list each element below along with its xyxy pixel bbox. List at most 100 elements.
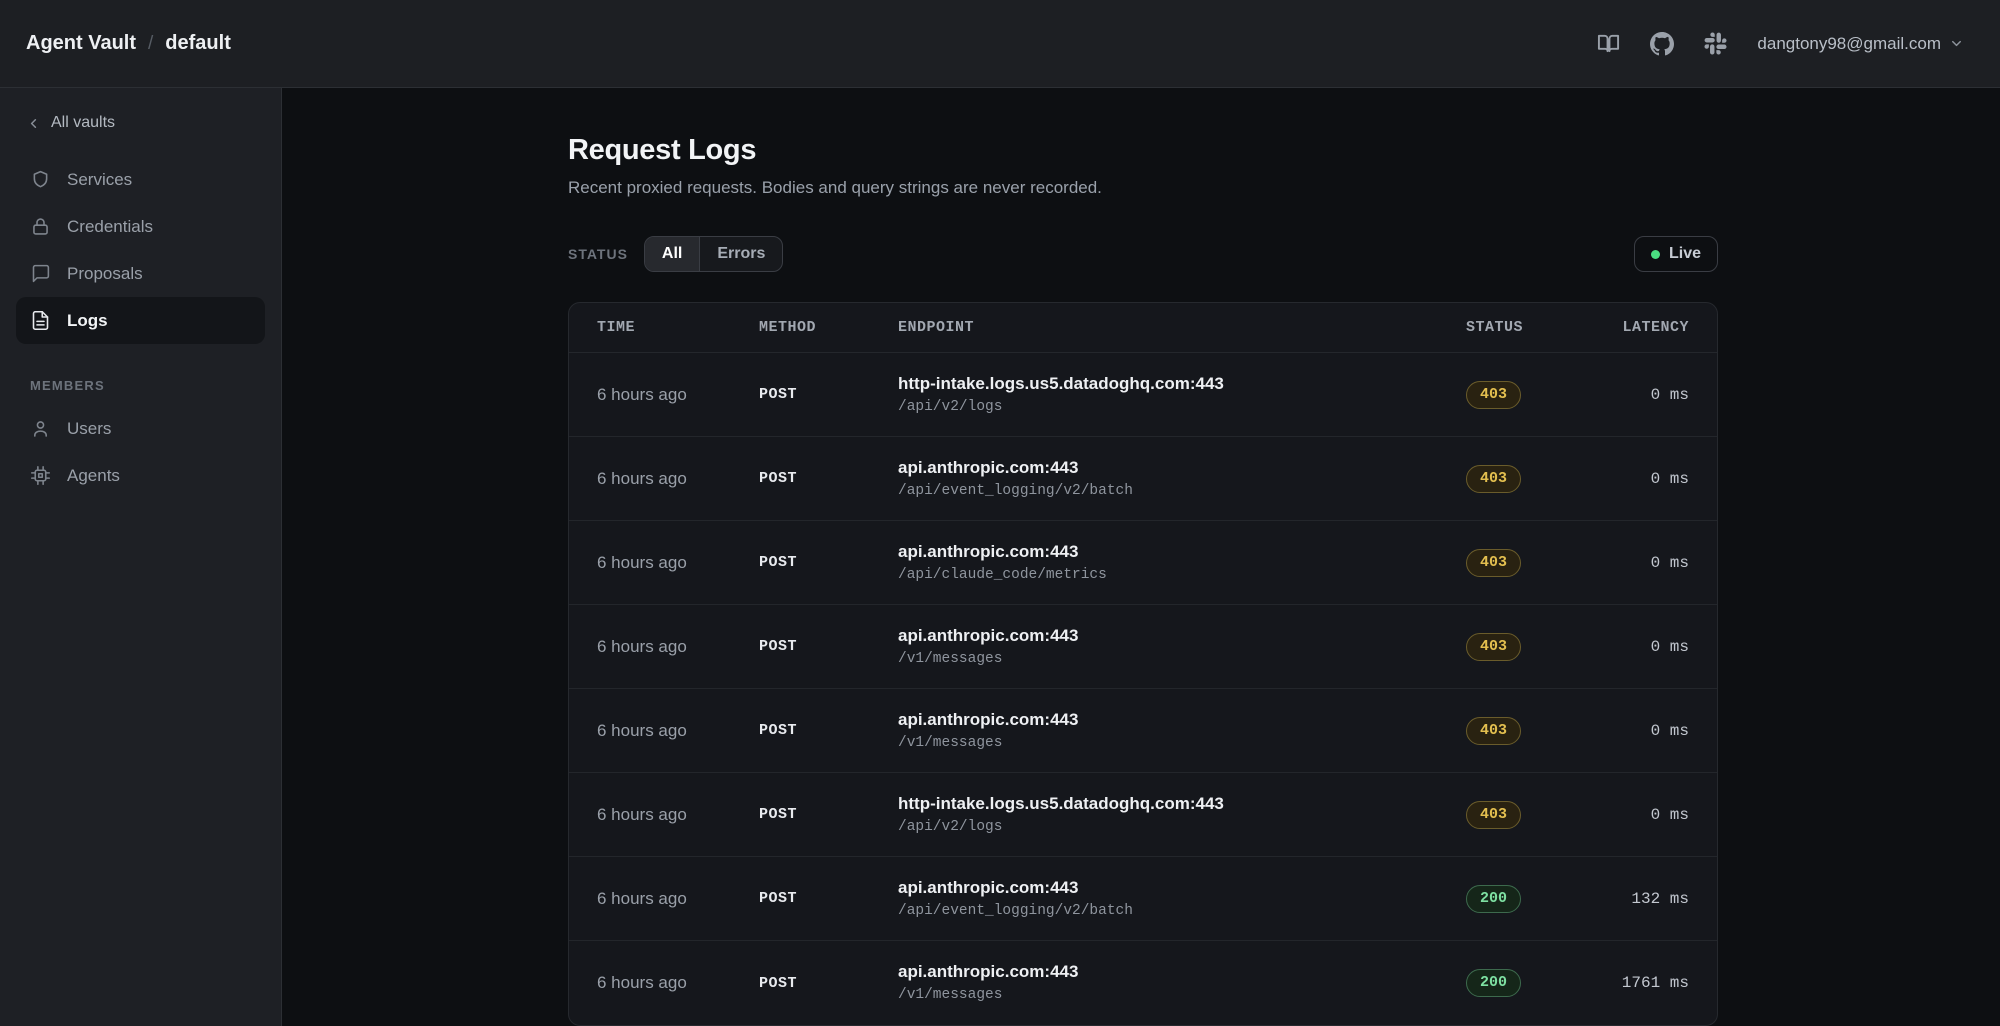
log-latency: 0 ms bbox=[1574, 470, 1689, 488]
table-row[interactable]: 6 hours ago POST api.anthropic.com:443/v… bbox=[569, 941, 1717, 1025]
live-button[interactable]: Live bbox=[1634, 236, 1718, 272]
log-latency: 132 ms bbox=[1574, 890, 1689, 908]
sidebar-item-label: Credentials bbox=[67, 217, 153, 237]
sidebar: All vaults Services Credentials Proposal… bbox=[0, 88, 282, 1026]
log-time: 6 hours ago bbox=[597, 637, 759, 657]
account-email: dangtony98@gmail.com bbox=[1757, 34, 1941, 54]
log-latency: 0 ms bbox=[1574, 722, 1689, 740]
page-subtitle: Recent proxied requests. Bodies and quer… bbox=[568, 176, 2000, 200]
log-endpoint-path: /api/v2/logs bbox=[898, 818, 1444, 837]
sidebar-item-logs[interactable]: Logs bbox=[16, 297, 265, 344]
docs-book-icon[interactable] bbox=[1597, 32, 1620, 55]
col-header-endpoint: ENDPOINT bbox=[898, 319, 1444, 336]
status-filter-label: STATUS bbox=[568, 246, 628, 262]
sidebar-item-services[interactable]: Services bbox=[16, 156, 265, 203]
log-endpoint-host: api.anthropic.com:443 bbox=[898, 709, 1444, 731]
log-endpoint-path: /v1/messages bbox=[898, 734, 1444, 753]
col-header-latency: LATENCY bbox=[1574, 319, 1689, 336]
table-header-row: TIME METHOD ENDPOINT STATUS LATENCY bbox=[569, 303, 1717, 353]
log-time: 6 hours ago bbox=[597, 889, 759, 909]
log-endpoint-host: api.anthropic.com:443 bbox=[898, 877, 1444, 899]
status-badge: 403 bbox=[1466, 801, 1521, 829]
table-row[interactable]: 6 hours ago POST api.anthropic.com:443/a… bbox=[569, 521, 1717, 605]
table-row[interactable]: 6 hours ago POST api.anthropic.com:443/v… bbox=[569, 605, 1717, 689]
sidebar-item-users[interactable]: Users bbox=[16, 405, 265, 452]
status-badge: 403 bbox=[1466, 717, 1521, 745]
log-latency: 0 ms bbox=[1574, 386, 1689, 404]
chip-icon bbox=[30, 465, 51, 486]
sidebar-item-proposals[interactable]: Proposals bbox=[16, 250, 265, 297]
log-time: 6 hours ago bbox=[597, 721, 759, 741]
back-to-all-vaults[interactable]: All vaults bbox=[16, 114, 265, 132]
log-time: 6 hours ago bbox=[597, 973, 759, 993]
topbar: Agent Vault / default dangtony98@gmail.c… bbox=[0, 0, 2000, 88]
sidebar-item-label: Users bbox=[67, 419, 111, 439]
col-header-method: METHOD bbox=[759, 319, 898, 336]
status-badge: 403 bbox=[1466, 381, 1521, 409]
table-row[interactable]: 6 hours ago POST http-intake.logs.us5.da… bbox=[569, 773, 1717, 857]
log-endpoint-path: /api/event_logging/v2/batch bbox=[898, 902, 1444, 921]
github-icon[interactable] bbox=[1650, 32, 1674, 56]
status-badge: 403 bbox=[1466, 465, 1521, 493]
breadcrumb-app-name[interactable]: Agent Vault bbox=[26, 32, 136, 55]
log-endpoint-host: api.anthropic.com:443 bbox=[898, 457, 1444, 479]
table-row[interactable]: 6 hours ago POST http-intake.logs.us5.da… bbox=[569, 353, 1717, 437]
filter-row: STATUS All Errors Live bbox=[568, 234, 1718, 274]
lock-icon bbox=[30, 216, 51, 237]
log-method: POST bbox=[759, 554, 898, 571]
sidebar-item-label: Agents bbox=[67, 466, 120, 486]
filter-option-all[interactable]: All bbox=[645, 237, 699, 271]
log-method: POST bbox=[759, 470, 898, 487]
breadcrumb-separator: / bbox=[148, 33, 153, 55]
log-endpoint-path: /api/v2/logs bbox=[898, 398, 1444, 417]
log-endpoint-path: /v1/messages bbox=[898, 650, 1444, 669]
table-row[interactable]: 6 hours ago POST api.anthropic.com:443/a… bbox=[569, 437, 1717, 521]
table-row[interactable]: 6 hours ago POST api.anthropic.com:443/v… bbox=[569, 689, 1717, 773]
table-row[interactable]: 6 hours ago POST api.anthropic.com:443/a… bbox=[569, 857, 1717, 941]
log-method: POST bbox=[759, 806, 898, 823]
account-menu[interactable]: dangtony98@gmail.com bbox=[1757, 34, 1964, 54]
breadcrumb-vault-name[interactable]: default bbox=[165, 32, 231, 55]
log-time: 6 hours ago bbox=[597, 553, 759, 573]
log-time: 6 hours ago bbox=[597, 805, 759, 825]
col-header-time: TIME bbox=[597, 319, 759, 336]
user-icon bbox=[30, 418, 51, 439]
back-label: All vaults bbox=[51, 114, 115, 132]
log-endpoint-host: http-intake.logs.us5.datadoghq.com:443 bbox=[898, 793, 1444, 815]
live-status-dot-icon bbox=[1651, 250, 1660, 259]
breadcrumb: Agent Vault / default bbox=[26, 32, 231, 55]
sidebar-item-label: Services bbox=[67, 170, 132, 190]
log-endpoint-path: /v1/messages bbox=[898, 986, 1444, 1005]
filter-option-errors[interactable]: Errors bbox=[699, 237, 782, 271]
log-method: POST bbox=[759, 890, 898, 907]
log-endpoint-host: api.anthropic.com:443 bbox=[898, 541, 1444, 563]
status-badge: 200 bbox=[1466, 969, 1521, 997]
log-latency: 0 ms bbox=[1574, 806, 1689, 824]
chevron-left-icon bbox=[26, 116, 41, 131]
sidebar-item-credentials[interactable]: Credentials bbox=[16, 203, 265, 250]
log-latency: 0 ms bbox=[1574, 638, 1689, 656]
topbar-actions: dangtony98@gmail.com bbox=[1597, 32, 1964, 56]
document-icon bbox=[30, 310, 51, 331]
log-method: POST bbox=[759, 722, 898, 739]
status-badge: 403 bbox=[1466, 549, 1521, 577]
log-time: 6 hours ago bbox=[597, 469, 759, 489]
status-badge: 403 bbox=[1466, 633, 1521, 661]
sidebar-item-agents[interactable]: Agents bbox=[16, 452, 265, 499]
slack-icon[interactable] bbox=[1704, 32, 1727, 55]
log-method: POST bbox=[759, 975, 898, 992]
shield-icon bbox=[30, 169, 51, 190]
sidebar-item-label: Logs bbox=[67, 311, 108, 331]
log-latency: 0 ms bbox=[1574, 554, 1689, 572]
log-endpoint-path: /api/claude_code/metrics bbox=[898, 566, 1444, 585]
status-badge: 200 bbox=[1466, 885, 1521, 913]
live-button-label: Live bbox=[1669, 245, 1701, 263]
log-endpoint-host: api.anthropic.com:443 bbox=[898, 625, 1444, 647]
log-method: POST bbox=[759, 638, 898, 655]
sidebar-item-label: Proposals bbox=[67, 264, 143, 284]
log-time: 6 hours ago bbox=[597, 385, 759, 405]
log-endpoint-path: /api/event_logging/v2/batch bbox=[898, 482, 1444, 501]
chevron-down-icon bbox=[1949, 36, 1964, 51]
col-header-status: STATUS bbox=[1444, 319, 1574, 336]
chat-bubble-icon bbox=[30, 263, 51, 284]
